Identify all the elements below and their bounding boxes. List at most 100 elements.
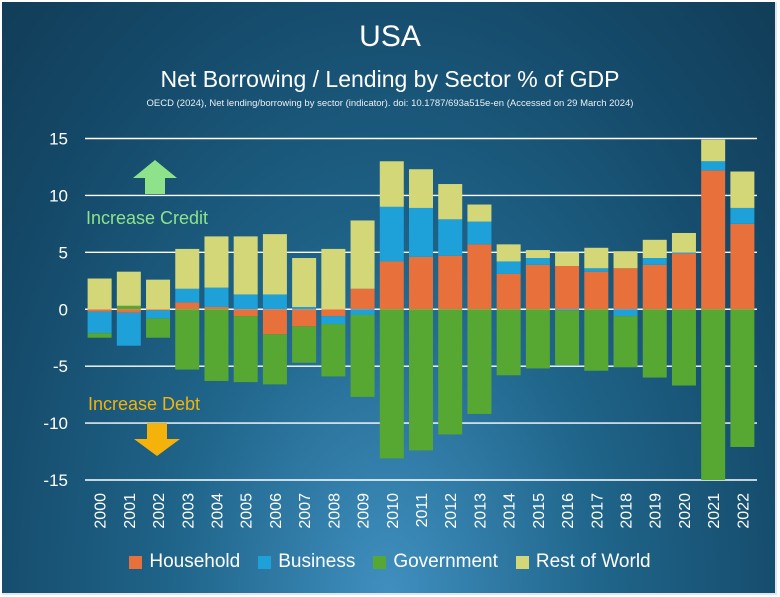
legend-swatch-business xyxy=(258,555,272,569)
bar-business xyxy=(175,288,200,303)
bar-rest-of-world xyxy=(175,248,200,289)
bar-government xyxy=(321,324,346,377)
bar-rest-of-world xyxy=(204,236,229,288)
bar-business xyxy=(379,206,404,262)
bar-rest-of-world xyxy=(116,271,141,306)
bar-business xyxy=(262,294,287,310)
bar-rest-of-world xyxy=(233,236,258,295)
bar-business xyxy=(438,219,463,256)
y-tick-label: -15 xyxy=(43,471,68,490)
chart-title: USA xyxy=(359,20,421,53)
bar-rest-of-world xyxy=(262,234,287,295)
x-tick-label: 2017 xyxy=(589,493,606,529)
y-tick-label: 5 xyxy=(59,243,68,262)
bar-business xyxy=(350,309,375,315)
bar-business xyxy=(525,258,550,265)
bar-rest-of-world xyxy=(87,278,112,310)
bar-household xyxy=(671,253,696,310)
bar-household xyxy=(379,261,404,310)
bar-rest-of-world xyxy=(438,184,463,220)
x-tick-label: 2019 xyxy=(648,493,665,529)
bar-business xyxy=(701,161,726,171)
x-tick-label: 2014 xyxy=(502,493,519,529)
bar-household xyxy=(233,309,258,317)
bar-rest-of-world xyxy=(350,220,375,289)
bar-household xyxy=(438,255,463,310)
bar-government xyxy=(613,316,638,368)
bar-government xyxy=(438,309,463,435)
bar-government xyxy=(730,309,755,447)
bar-household xyxy=(555,265,580,310)
x-tick-label: 2010 xyxy=(385,493,402,529)
bar-government xyxy=(87,333,112,338)
bar-business xyxy=(555,309,580,311)
chart-source: OECD (2024), Net lending/borrowing by se… xyxy=(146,98,634,109)
bar-household xyxy=(467,244,492,310)
y-tick-label: 0 xyxy=(59,300,68,319)
bar-rest-of-world xyxy=(292,258,317,307)
bar-government xyxy=(584,309,609,371)
bar-government xyxy=(204,309,229,381)
bar-rest-of-world xyxy=(379,161,404,207)
bar-household xyxy=(262,309,287,335)
bar-household xyxy=(292,309,317,327)
x-tick-label: 2011 xyxy=(414,493,431,528)
bar-rest-of-world xyxy=(613,251,638,269)
bar-household xyxy=(642,264,667,310)
bar-business xyxy=(87,311,112,334)
bar-household xyxy=(613,268,638,310)
bar-rest-of-world xyxy=(584,247,609,269)
legend-swatch-rest-of-world xyxy=(515,555,529,569)
bar-business xyxy=(467,221,492,245)
y-tick-label: 10 xyxy=(49,186,68,205)
bar-business xyxy=(233,294,258,310)
bar-rest-of-world xyxy=(671,232,696,253)
bar-household xyxy=(730,223,755,310)
bar-business xyxy=(204,287,229,307)
bar-government xyxy=(262,334,287,385)
bar-government xyxy=(555,310,580,366)
x-tick-label: 2009 xyxy=(356,493,373,529)
legend-swatch-government xyxy=(373,555,387,569)
legend-item-government: Government xyxy=(373,551,498,573)
bar-government xyxy=(116,305,141,310)
x-tick-label: 2016 xyxy=(560,493,577,529)
annotation-increase-debt: Increase Debt xyxy=(88,394,200,414)
bar-government xyxy=(292,326,317,363)
x-tick-label: 2004 xyxy=(209,493,226,529)
x-tick-label: 2003 xyxy=(180,493,197,529)
chart-subtitle: Net Borrowing / Lending by Sector % of G… xyxy=(160,66,620,92)
legend-label-rest-of-world: Rest of World xyxy=(535,551,651,572)
bar-rest-of-world xyxy=(146,279,171,310)
bar-household xyxy=(321,309,346,317)
y-tick-label: -10 xyxy=(43,414,68,433)
bar-household xyxy=(146,309,171,311)
bar-rest-of-world xyxy=(525,250,550,259)
bar-government xyxy=(350,314,375,397)
x-tick-label: 2018 xyxy=(619,493,636,529)
y-tick-label: -5 xyxy=(53,357,68,376)
bar-government xyxy=(525,309,550,369)
chart-legend: Household Business Government Rest of Wo… xyxy=(0,551,780,573)
bar-household xyxy=(175,302,200,310)
annotation-increase-credit: Increase Credit xyxy=(86,208,208,228)
bar-business xyxy=(613,309,638,317)
x-tick-label: 2020 xyxy=(677,493,694,529)
bar-rest-of-world xyxy=(467,204,492,222)
legend-label-business: Business xyxy=(278,551,356,572)
bar-government xyxy=(701,309,726,480)
x-tick-label: 2022 xyxy=(735,493,752,529)
legend-item-household: Household xyxy=(129,551,240,573)
bar-rest-of-world xyxy=(496,244,521,262)
increase-debt-arrow-icon xyxy=(134,423,180,456)
increase-credit-arrow-icon xyxy=(133,160,177,194)
bar-business xyxy=(146,310,171,319)
bar-household xyxy=(87,309,112,312)
bar-household xyxy=(409,256,433,310)
legend-item-business: Business xyxy=(258,551,355,573)
bar-rest-of-world xyxy=(409,169,433,208)
bar-government xyxy=(233,316,258,383)
bar-household xyxy=(204,306,229,310)
bar-rest-of-world xyxy=(321,248,346,310)
